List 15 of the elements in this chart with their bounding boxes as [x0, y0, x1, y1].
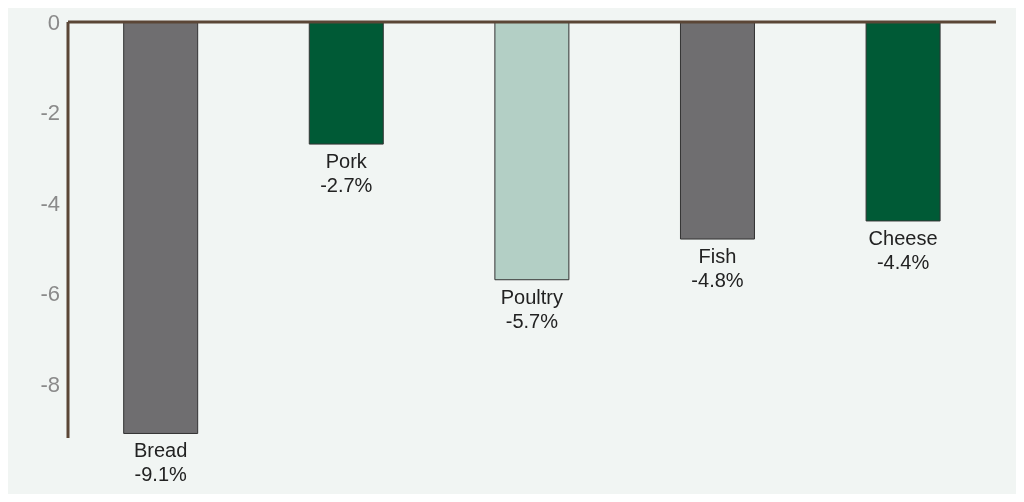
data-label: -2.7% [320, 174, 373, 197]
y-tick-label: -8 [40, 371, 60, 397]
y-tick-label: -4 [40, 190, 60, 216]
x-tick-label: Bread [133, 439, 188, 462]
y-tick-label: 0 [47, 9, 60, 35]
data-label: -4.8% [691, 269, 744, 292]
data-label: -5.7% [505, 309, 559, 332]
y-tick-label: -2 [40, 100, 60, 126]
y-tick-label: -6 [40, 281, 60, 307]
x-tick-label: Fish [698, 245, 737, 268]
data-label: -4.4% [876, 250, 930, 273]
data-label: -9.1% [134, 463, 188, 486]
x-tick-label: Pork [325, 150, 368, 173]
x-tick-label: Poultry [500, 285, 564, 308]
x-tick-label: Cheese [868, 226, 938, 249]
